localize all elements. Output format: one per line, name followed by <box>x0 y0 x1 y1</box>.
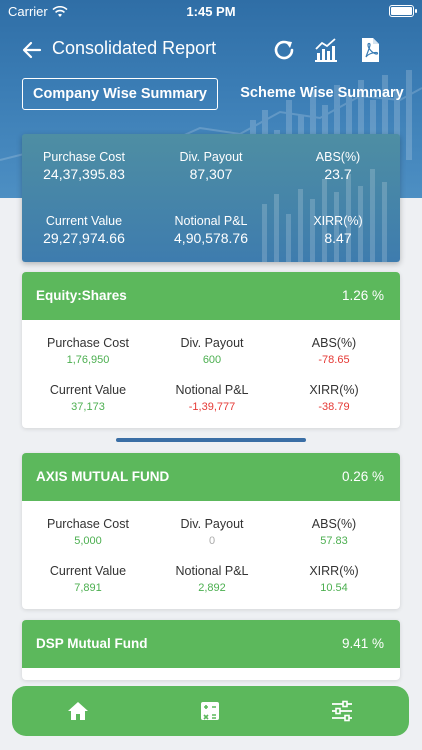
purchase-cost-value: 5,000 <box>74 535 102 547</box>
pdf-icon[interactable] <box>356 36 384 64</box>
div-payout-label: Div. Payout <box>179 150 243 164</box>
notional-pl-label: Notional P&L <box>175 564 249 578</box>
fund-card-header[interactable]: Equity:Shares 1.26 % <box>22 272 400 320</box>
fund-card-axis-mutual-fund[interactable]: AXIS MUTUAL FUND 0.26 % Purchase Cost 5,… <box>22 453 400 609</box>
current-value: Current Value 29,27,974.66 <box>22 214 146 246</box>
current-value-label: Current Value <box>49 564 127 578</box>
purchase-cost: Purchase Cost 24,37,395.83 <box>22 150 146 182</box>
consolidated-summary-card: Purchase Cost 24,37,395.83 Div. Payout 8… <box>22 134 400 262</box>
status-time: 1:45 PM <box>186 4 236 19</box>
fund-percent: 0.26 % <box>341 469 384 484</box>
refresh-icon[interactable] <box>270 36 298 64</box>
abs-value: 57.83 <box>320 535 348 547</box>
notional-pl-label: Notional P&L <box>174 214 248 228</box>
div-payout-value: 0 <box>208 535 216 547</box>
notional-pl: Notional P&L 2,892 <box>150 564 274 594</box>
battery-icon <box>389 5 417 17</box>
fund-card-body: Purchase Cost 1,76,950 Div. Payout 600 A… <box>22 320 400 428</box>
xirr-value: 8.47 <box>324 230 352 246</box>
current-value: Current Value 7,891 <box>26 564 150 594</box>
abs-percent: ABS(%) 23.7 <box>276 150 400 182</box>
fund-percent: 9.41 % <box>341 636 384 651</box>
current-value-value: 7,891 <box>74 582 102 594</box>
bottom-navigation <box>12 686 409 736</box>
navigation-bar: Consolidated Report <box>0 30 422 70</box>
xirr-label: XIRR(%) <box>309 383 359 397</box>
tab-company-wise-summary[interactable]: Company Wise Summary <box>22 78 218 110</box>
div-payout-value: 600 <box>202 354 222 366</box>
xirr-percent: XIRR(%) 10.54 <box>272 564 396 594</box>
div-payout-label: Div. Payout <box>180 517 244 531</box>
notional-pl-value: 2,892 <box>198 582 226 594</box>
purchase-cost: Purchase Cost 5,000 <box>26 517 150 547</box>
purchase-cost: Purchase Cost 1,76,950 <box>26 336 150 366</box>
current-value-value: 29,27,974.66 <box>43 230 125 246</box>
xirr-value: -38.79 <box>318 401 350 413</box>
carrier-label: Carrier <box>8 4 48 19</box>
fund-card-header[interactable]: AXIS MUTUAL FUND 0.26 % <box>22 453 400 501</box>
fund-card-equity-shares[interactable]: Equity:Shares 1.26 % Purchase Cost 1,76,… <box>22 272 400 428</box>
xirr-percent: XIRR(%) 8.47 <box>276 214 400 246</box>
scroll-indicator <box>116 438 306 442</box>
abs-label: ABS(%) <box>311 517 357 531</box>
abs-label: ABS(%) <box>311 336 357 350</box>
abs-label: ABS(%) <box>315 150 361 164</box>
abs-percent: ABS(%) 57.83 <box>272 517 396 547</box>
filter-sliders-icon[interactable] <box>330 699 354 723</box>
div-payout: Div. Payout 600 <box>150 336 274 366</box>
purchase-cost-value: 24,37,395.83 <box>43 166 125 182</box>
purchase-cost-value: 1,76,950 <box>66 354 110 366</box>
home-icon[interactable] <box>66 699 90 723</box>
current-value-value: 37,173 <box>71 401 105 413</box>
div-payout-value: 87,307 <box>189 166 233 182</box>
xirr-value: 10.54 <box>320 582 348 594</box>
current-value: Current Value 37,173 <box>26 383 150 413</box>
notional-pl-label: Notional P&L <box>175 383 249 397</box>
current-value-label: Current Value <box>45 214 123 228</box>
calculator-icon[interactable] <box>198 699 222 723</box>
abs-value: -78.65 <box>318 354 350 366</box>
abs-percent: ABS(%) -78.65 <box>272 336 396 366</box>
summary-backdrop <box>262 169 387 262</box>
purchase-cost-label: Purchase Cost <box>47 336 129 350</box>
purchase-cost-label: Purchase Cost <box>43 150 125 164</box>
notional-pl: Notional P&L 4,90,578.76 <box>149 214 273 246</box>
fund-name: AXIS MUTUAL FUND <box>36 469 170 484</box>
fund-name: Equity:Shares <box>36 288 127 303</box>
notional-pl: Notional P&L -1,39,777 <box>150 383 274 413</box>
fund-card-dsp-mutual-fund[interactable]: DSP Mutual Fund 9.41 % <box>22 620 400 680</box>
fund-name: DSP Mutual Fund <box>36 636 148 651</box>
notional-pl-value: -1,39,777 <box>188 401 236 413</box>
page-title: Consolidated Report <box>52 38 217 58</box>
div-payout: Div. Payout 0 <box>150 517 274 547</box>
fund-card-body: Purchase Cost 5,000 Div. Payout 0 ABS(%)… <box>22 501 400 609</box>
carrier-group: Carrier <box>8 4 68 19</box>
status-bar: Carrier 1:45 PM <box>0 0 422 22</box>
chart-icon[interactable] <box>312 36 340 64</box>
abs-value: 23.7 <box>324 166 352 182</box>
xirr-label: XIRR(%) <box>313 214 363 228</box>
div-payout-label: Div. Payout <box>180 336 244 350</box>
xirr-label: XIRR(%) <box>309 564 359 578</box>
xirr-percent: XIRR(%) -38.79 <box>272 383 396 413</box>
back-arrow-icon[interactable] <box>20 38 44 62</box>
summary-tabs: Company Wise Summary Scheme Wise Summary <box>0 78 422 112</box>
tab-scheme-wise-summary[interactable]: Scheme Wise Summary <box>240 85 404 101</box>
wifi-icon <box>52 5 68 17</box>
notional-pl-value: 4,90,578.76 <box>174 230 248 246</box>
fund-card-header[interactable]: DSP Mutual Fund 9.41 % <box>22 620 400 668</box>
purchase-cost-label: Purchase Cost <box>47 517 129 531</box>
current-value-label: Current Value <box>49 383 127 397</box>
div-payout: Div. Payout 87,307 <box>149 150 273 182</box>
fund-percent: 1.26 % <box>341 288 384 303</box>
